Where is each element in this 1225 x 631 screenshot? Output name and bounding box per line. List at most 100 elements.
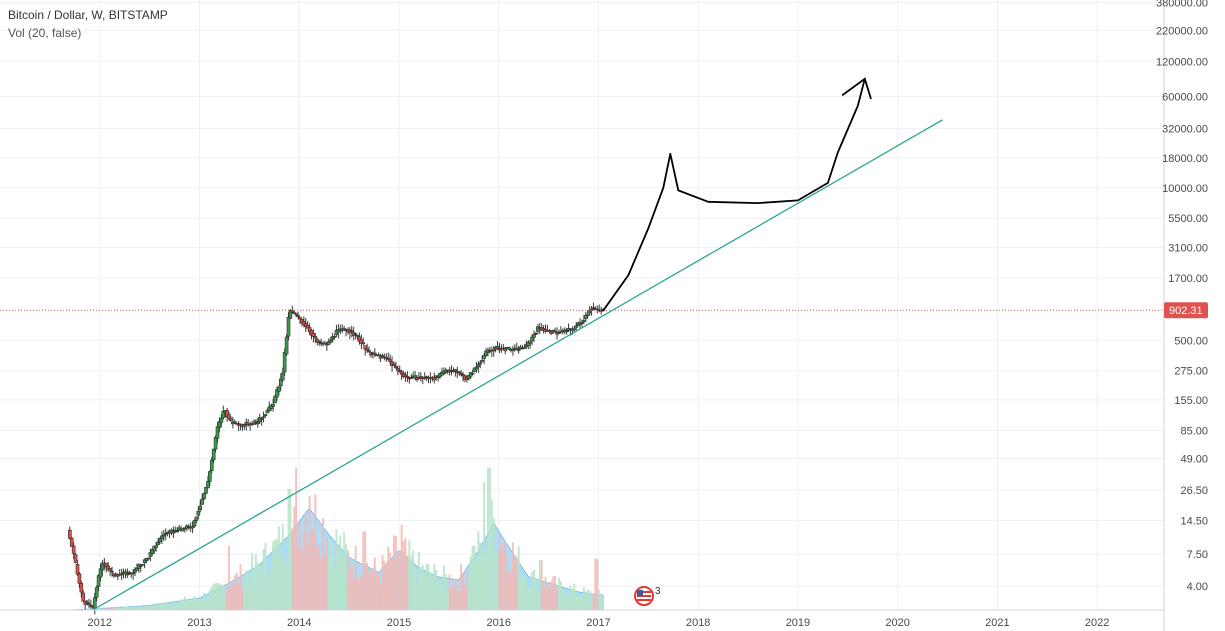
volume-bar bbox=[191, 599, 194, 610]
volume-bar bbox=[176, 604, 179, 610]
volume-bar bbox=[431, 575, 434, 610]
volume-bar bbox=[577, 594, 580, 610]
candle-up bbox=[380, 355, 385, 357]
price-axis[interactable]: 4.00 7.50 14.50 26.50 49.00 85.00 155.00 275.00… bbox=[1156, 0, 1208, 593]
candle-down bbox=[296, 315, 300, 317]
last-price-tag-bg bbox=[1164, 302, 1208, 319]
volume-bar bbox=[300, 550, 303, 610]
candle-down bbox=[229, 418, 233, 421]
volume-bar bbox=[396, 555, 399, 610]
volume-bar bbox=[245, 570, 248, 610]
candle-down bbox=[405, 376, 410, 378]
volume-bar bbox=[567, 595, 570, 610]
volume-bar bbox=[519, 579, 522, 610]
volume-bar bbox=[381, 555, 384, 610]
symbol-title: Bitcoin / Dollar, W, BITSTAMP bbox=[8, 8, 168, 22]
volume-bar bbox=[588, 590, 591, 610]
volume-bar bbox=[533, 569, 536, 610]
volume-bar bbox=[366, 563, 369, 610]
candle-up bbox=[271, 404, 275, 407]
x-tick-label: 2019 bbox=[786, 617, 810, 629]
candle-up bbox=[478, 362, 483, 365]
candle-down bbox=[392, 363, 396, 366]
volume-bar bbox=[435, 569, 438, 610]
volume-bar bbox=[216, 582, 219, 610]
candle-down bbox=[175, 530, 180, 533]
volume-bar bbox=[586, 589, 589, 610]
volume-bar bbox=[89, 608, 92, 610]
volume-bar bbox=[181, 599, 184, 610]
volume-bar bbox=[423, 574, 426, 610]
volume-bar bbox=[210, 586, 213, 610]
event-badge[interactable]: 3 bbox=[634, 586, 661, 606]
volume-bar bbox=[594, 558, 597, 610]
volume-bar bbox=[352, 576, 355, 610]
candle-up bbox=[514, 347, 519, 350]
y-tick-label: 155.00 bbox=[1174, 395, 1208, 407]
candle-down bbox=[432, 377, 437, 380]
candle-up bbox=[160, 535, 164, 540]
volume-bar bbox=[552, 576, 555, 610]
volume-bar bbox=[155, 602, 158, 610]
candle-up bbox=[261, 416, 266, 419]
volume-bar bbox=[252, 569, 255, 610]
y-tick-label: 3100.00 bbox=[1168, 242, 1208, 254]
candle-down bbox=[68, 529, 72, 539]
candle-down bbox=[252, 422, 256, 425]
candle-up bbox=[349, 330, 354, 332]
volume-bar bbox=[164, 601, 167, 610]
volume-bar bbox=[325, 537, 328, 610]
volume-bar bbox=[220, 584, 223, 610]
volume-bar bbox=[525, 576, 528, 610]
volume-bar bbox=[345, 544, 348, 610]
time-axis[interactable]: 2012 2013 2014 2015 2016 2017 2018 2019 2020 2021… bbox=[88, 617, 1110, 629]
volume-bar bbox=[442, 565, 445, 610]
candle-down bbox=[290, 310, 295, 313]
volume-bar bbox=[180, 599, 183, 610]
candle-down bbox=[87, 603, 91, 606]
volume-bar bbox=[389, 552, 392, 610]
volume-bar bbox=[157, 604, 160, 610]
volume-bar bbox=[109, 608, 112, 610]
candle-up bbox=[202, 493, 206, 500]
event-count: 3 bbox=[655, 586, 661, 597]
volume-bar bbox=[500, 550, 503, 610]
volume-bar bbox=[295, 467, 298, 610]
volume-bar bbox=[502, 543, 505, 610]
volume-bar bbox=[481, 549, 484, 610]
volume-bar bbox=[375, 570, 378, 610]
volume-bar bbox=[302, 531, 305, 610]
volume-bar bbox=[274, 539, 277, 610]
candle-down bbox=[298, 316, 302, 320]
volume-bar bbox=[283, 558, 286, 610]
candle-up bbox=[553, 330, 557, 333]
candle-up bbox=[232, 421, 237, 424]
volume-bar bbox=[360, 575, 363, 610]
candle-up bbox=[288, 310, 293, 319]
volume-bar bbox=[183, 596, 186, 610]
candle-up bbox=[196, 510, 201, 516]
volume-bar bbox=[429, 573, 432, 610]
volume-bar bbox=[314, 494, 317, 610]
candle-down bbox=[457, 371, 462, 374]
volume-bar bbox=[400, 524, 403, 610]
candle-up bbox=[284, 336, 289, 355]
candle-up bbox=[162, 534, 166, 537]
candle-up bbox=[282, 352, 287, 373]
volume-bar bbox=[247, 573, 250, 610]
volume-bar bbox=[170, 603, 173, 610]
volume-bar bbox=[264, 542, 267, 610]
y-tick-label: 60000.00 bbox=[1162, 92, 1208, 104]
candle-up bbox=[140, 563, 145, 566]
y-tick-label: 500.00 bbox=[1174, 335, 1208, 347]
candle-down bbox=[171, 531, 176, 534]
candle-up bbox=[215, 426, 220, 439]
candle-up bbox=[279, 378, 283, 387]
volume-bar bbox=[439, 580, 442, 610]
candle-up bbox=[530, 336, 534, 341]
volume-bar bbox=[293, 506, 296, 610]
candle-up bbox=[482, 355, 486, 359]
candle-up bbox=[470, 372, 475, 375]
volume-bar bbox=[373, 557, 376, 610]
